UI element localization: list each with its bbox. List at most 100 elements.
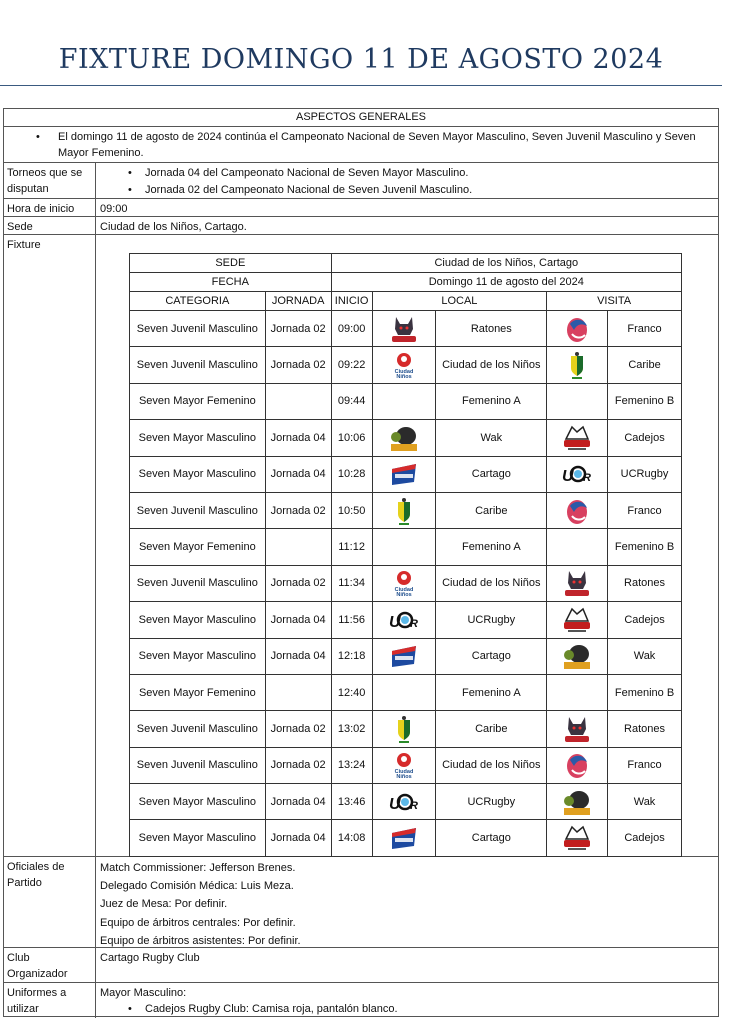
jornada-cell: Jornada 02 bbox=[264, 346, 332, 384]
match-row: Seven Juvenil Masculino Jornada 02 13:24 Ci… bbox=[129, 746, 682, 785]
uniformes-label: Uniformes a utilizar bbox=[4, 983, 96, 1018]
inicio-cell: 09:44 bbox=[330, 382, 373, 421]
visita-logo-cell bbox=[546, 564, 609, 603]
cartago-logo-icon bbox=[389, 823, 419, 853]
svg-text:Niños: Niños bbox=[396, 374, 411, 380]
general-aspects-table: ASPECTOS GENERALES El domingo 11 de agos… bbox=[3, 108, 719, 1018]
jornada-cell bbox=[264, 382, 332, 421]
local-logo-cell bbox=[371, 710, 437, 748]
local-team-cell: Femenino A bbox=[435, 528, 548, 566]
local-logo-cell: Ciudad Niños bbox=[371, 564, 437, 603]
categoria-cell: Seven Mayor Femenino bbox=[129, 528, 266, 566]
cartago-logo-icon bbox=[389, 641, 419, 671]
visita-team-cell: Cadejos bbox=[607, 419, 682, 457]
local-logo-cell bbox=[371, 528, 437, 566]
categoria-cell: Seven Mayor Femenino bbox=[129, 673, 266, 712]
franco-logo-icon bbox=[562, 496, 592, 526]
inicio-cell: 10:28 bbox=[330, 455, 373, 493]
inicio-cell: 14:08 bbox=[330, 819, 373, 857]
fecha-cell: Domingo 11 de agosto del 2024 bbox=[330, 272, 683, 292]
visita-logo-cell bbox=[546, 419, 609, 457]
jornada-cell: Jornada 04 bbox=[264, 819, 332, 857]
inicio-cell: 12:18 bbox=[330, 637, 373, 675]
visita-logo-cell bbox=[546, 601, 609, 639]
ciudad-logo-icon: Ciudad Niños bbox=[389, 750, 419, 780]
categoria-cell: Seven Mayor Masculino bbox=[129, 637, 266, 675]
cartago-logo-icon bbox=[389, 459, 419, 489]
local-logo-cell bbox=[371, 673, 437, 712]
jornada-cell: Jornada 04 bbox=[264, 601, 332, 639]
local-team-cell: Ciudad de los Niños bbox=[435, 564, 548, 603]
jornada-cell: Jornada 04 bbox=[264, 637, 332, 675]
visita-team-cell: Franco bbox=[607, 309, 682, 348]
visita-team-cell: Cadejos bbox=[607, 601, 682, 639]
inicio-cell: 11:12 bbox=[330, 528, 373, 566]
ratones-logo-icon bbox=[389, 314, 419, 344]
local-logo-cell bbox=[371, 382, 437, 421]
categoria-cell: Seven Mayor Masculino bbox=[129, 455, 266, 493]
match-row: Seven Mayor Masculino Jornada 04 13:46 U R UC… bbox=[129, 783, 682, 821]
local-logo-cell: Ciudad Niños bbox=[371, 746, 437, 785]
caribe-logo-icon bbox=[389, 496, 419, 526]
svg-text:Niños: Niños bbox=[396, 592, 411, 598]
local-team-cell: Cartago bbox=[435, 637, 548, 675]
local-team-cell: Ratones bbox=[435, 309, 548, 348]
jornada-cell bbox=[264, 673, 332, 712]
match-row: Seven Mayor Masculino Jornada 04 10:06 Wak C… bbox=[129, 419, 682, 457]
uniformes-heading: Mayor Masculino: bbox=[100, 987, 187, 999]
visita-logo-cell bbox=[546, 346, 609, 384]
match-row: Seven Mayor Masculino Jornada 04 11:56 U R UC… bbox=[129, 601, 682, 639]
visita-logo-cell bbox=[546, 637, 609, 675]
local-team-cell: Femenino A bbox=[435, 382, 548, 421]
svg-text:Ciudad: Ciudad bbox=[395, 769, 414, 775]
fixture-label: Fixture bbox=[4, 235, 96, 856]
match-row: Seven Mayor Masculino Jornada 04 14:08 Cart… bbox=[129, 819, 682, 857]
inicio-cell: 13:02 bbox=[330, 710, 373, 748]
wak-logo-icon bbox=[562, 641, 592, 671]
local-team-cell: Cartago bbox=[435, 455, 548, 493]
sede-value: Ciudad de los Niños, Cartago. bbox=[100, 221, 247, 233]
col-header-visita: VISITA bbox=[546, 291, 682, 311]
wak-logo-icon bbox=[389, 423, 419, 453]
jornada-cell: Jornada 02 bbox=[264, 309, 332, 348]
sede-cell: Ciudad de los Niños, Cartago bbox=[330, 253, 683, 273]
match-row: Seven Mayor Femenino 09:44 Femenino A Femen… bbox=[129, 382, 682, 421]
local-logo-cell bbox=[371, 491, 437, 530]
match-row: Seven Juvenil Masculino Jornada 02 13:02 Ca… bbox=[129, 710, 682, 748]
torneos-label: Torneos que se disputan bbox=[4, 163, 96, 198]
intro-row: El domingo 11 de agosto de 2024 continúa… bbox=[4, 127, 718, 163]
fixture-row: Fixture bbox=[4, 235, 718, 857]
match-row: Seven Mayor Femenino 12:40 Femenino A Femen… bbox=[129, 673, 682, 712]
page-title: FIXTURE DOMINGO 11 DE AGOSTO 2024 bbox=[58, 44, 664, 75]
club-value: Cartago Rugby Club bbox=[100, 952, 200, 964]
svg-text:Ciudad: Ciudad bbox=[395, 587, 414, 593]
categoria-cell: Seven Mayor Masculino bbox=[129, 819, 266, 857]
jornada-cell: Jornada 02 bbox=[264, 710, 332, 748]
categoria-cell: Seven Mayor Masculino bbox=[129, 419, 266, 457]
categoria-cell: Seven Mayor Femenino bbox=[129, 382, 266, 421]
fecha-header: FECHA bbox=[129, 272, 332, 292]
local-team-cell: Cartago bbox=[435, 819, 548, 857]
local-team-cell: Caribe bbox=[435, 710, 548, 748]
categoria-cell: Seven Mayor Masculino bbox=[129, 783, 266, 821]
inicio-cell: 09:00 bbox=[330, 309, 373, 348]
categoria-cell: Seven Juvenil Masculino bbox=[129, 564, 266, 603]
visita-team-cell: Femenino B bbox=[607, 528, 682, 566]
local-team-cell: UCRugby bbox=[435, 601, 548, 639]
visita-team-cell: Caribe bbox=[607, 346, 682, 384]
ciudad-logo-icon: Ciudad Niños bbox=[389, 350, 419, 380]
local-logo-cell bbox=[371, 309, 437, 348]
categoria-cell: Seven Juvenil Masculino bbox=[129, 710, 266, 748]
cadejos-logo-icon bbox=[562, 823, 592, 853]
visita-logo-cell bbox=[546, 746, 609, 785]
fixture-table: SEDE Ciudad de los Niños, Cartago FECHA Do… bbox=[129, 253, 683, 857]
oficial-item: Match Commissioner: Jefferson Brenes. bbox=[100, 862, 296, 874]
match-row: Seven Juvenil Masculino Jornada 02 11:34 Ci… bbox=[129, 564, 682, 603]
local-team-cell: Femenino A bbox=[435, 673, 548, 712]
match-row: Seven Juvenil Masculino Jornada 02 09:00 Ra… bbox=[129, 309, 682, 348]
visita-logo-cell bbox=[546, 710, 609, 748]
inicio-cell: 12:40 bbox=[330, 673, 373, 712]
categoria-cell: Seven Juvenil Masculino bbox=[129, 491, 266, 530]
